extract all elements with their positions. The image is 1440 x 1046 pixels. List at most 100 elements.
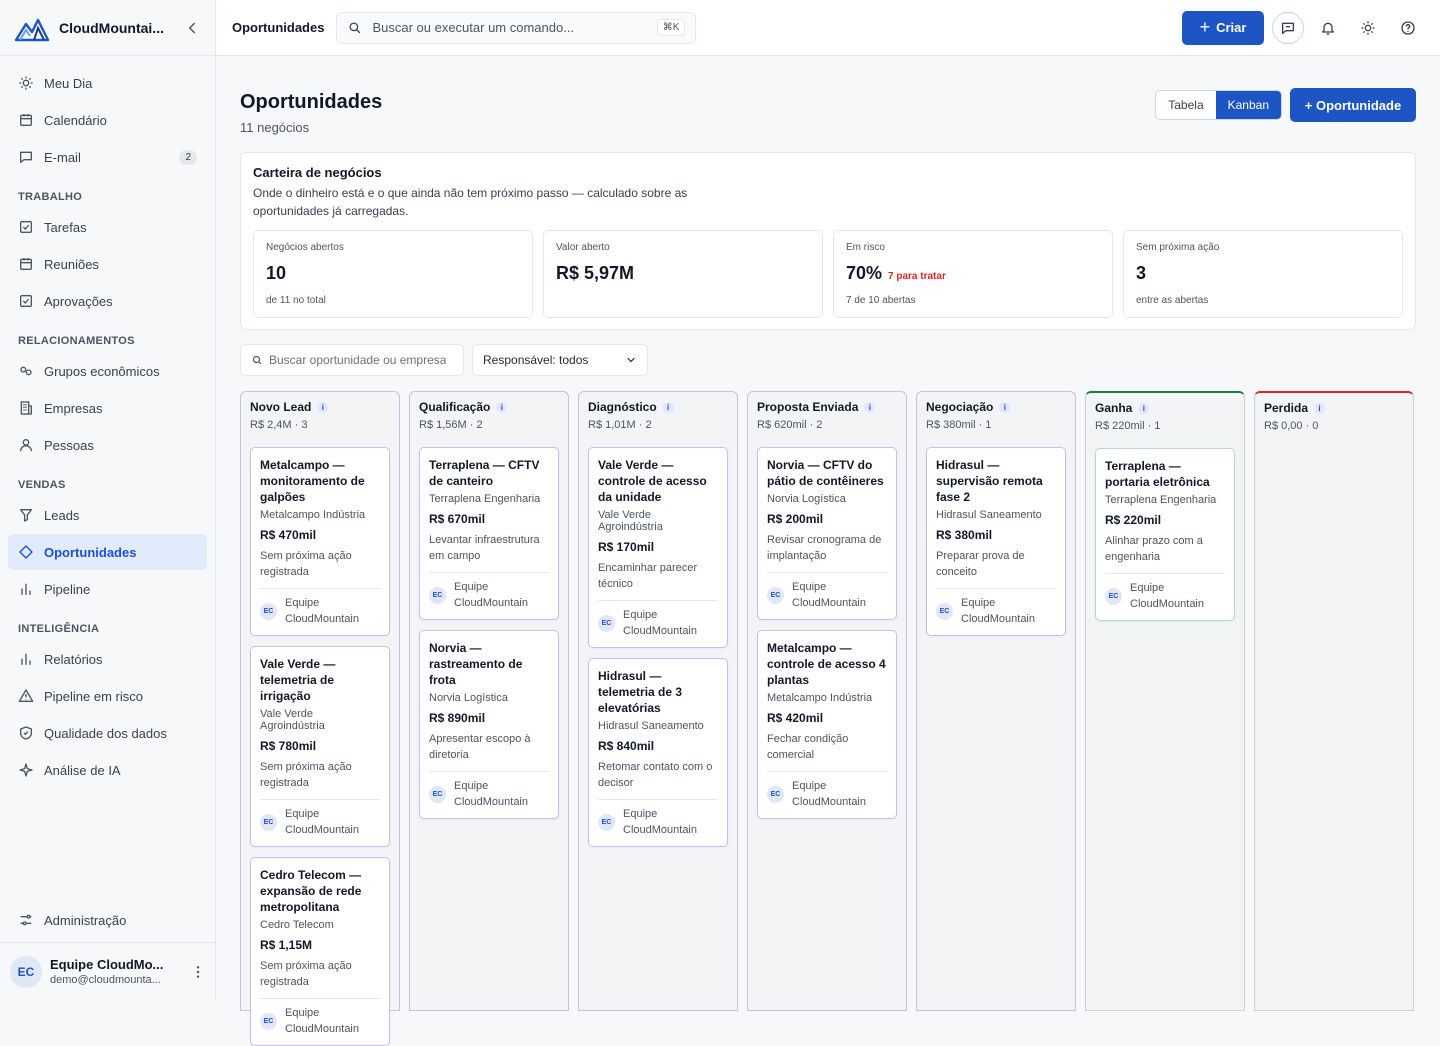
portfolio-title: Carteira de negócios — [253, 165, 382, 180]
search-icon — [252, 355, 262, 365]
sidebar-item-label: Leads — [44, 507, 80, 523]
sidebar-item-label: Pessoas — [44, 437, 94, 453]
opportunity-card[interactable]: Hidrasul — telemetria de 3 elevatórias Hi… — [588, 658, 728, 847]
info-icon[interactable]: i — [662, 401, 674, 413]
help-button[interactable] — [1392, 12, 1424, 44]
help-icon — [1401, 20, 1415, 35]
card-title: Metalcampo — monitoramento de galpões — [260, 458, 365, 504]
owner-name: Equipe CloudMountain — [623, 808, 697, 836]
opportunity-card[interactable]: Hidrasul — supervisão remota fase 2 Hidra… — [926, 447, 1066, 636]
card-title: Norvia — rastreamento de frota — [429, 641, 523, 687]
topbar-title: Oportunidades — [232, 20, 325, 35]
owner-name: Equipe CloudMountain — [961, 597, 1035, 625]
avatar: EC — [767, 785, 784, 803]
sidebar-item-label: Grupos econômicos — [44, 363, 160, 379]
info-icon[interactable]: i — [1138, 402, 1150, 414]
sidebar-item-analise-de-ia[interactable]: Análise de IA — [8, 752, 207, 788]
column-header: Perdida i — [1264, 401, 1404, 415]
opportunity-card[interactable]: Metalcampo — monitoramento de galpões Met… — [250, 447, 390, 636]
card-value: R$ 470mil — [260, 528, 317, 542]
sidebar-item-pessoas[interactable]: Pessoas — [8, 427, 207, 463]
sidebar-nav: Meu Dia Calendário E-mail 2 TRABALHO Tarefas R… — [0, 56, 215, 788]
sidebar-item-label: Qualidade dos dados — [44, 725, 167, 741]
opportunity-card[interactable]: Metalcampo — controle de acesso 4 planta… — [757, 630, 897, 819]
more-vertical-icon[interactable] — [190, 964, 206, 980]
sidebar-item-administracao[interactable]: Administração — [8, 902, 208, 938]
card-value: R$ 170mil — [598, 540, 655, 554]
info-icon[interactable]: i — [317, 401, 329, 413]
view-kanban-button[interactable]: Kanban — [1215, 91, 1281, 119]
avatar: EC — [598, 614, 615, 632]
column-title: Negociação — [926, 400, 994, 414]
opportunity-card[interactable]: Terraplena — portaria eletrônica Terraple… — [1095, 448, 1235, 621]
portfolio-summary: Carteira de negócios Onde o dinheiro est… — [240, 152, 1416, 330]
sidebar-item-empresas[interactable]: Empresas — [8, 390, 207, 426]
owner-select-value: Responsável: todos — [483, 353, 589, 367]
sidebar-item-grupos-economicos[interactable]: Grupos econômicos — [8, 353, 207, 389]
create-button[interactable]: + Criar — [1182, 10, 1264, 45]
avatar: EC — [598, 813, 615, 831]
mountain-logo-icon[interactable] — [14, 12, 50, 44]
message-icon — [20, 151, 32, 163]
chevron-left-icon[interactable] — [183, 19, 201, 37]
info-icon[interactable]: i — [999, 401, 1011, 413]
card-value: R$ 780mil — [260, 739, 317, 753]
sidebar-item-tarefas[interactable]: Tarefas — [8, 209, 207, 245]
theme-toggle-button[interactable] — [1352, 12, 1384, 44]
kanban-column-perdida: Perdida i R$ 0,00 · 0 — [1254, 391, 1414, 1011]
column-title: Novo Lead — [250, 400, 312, 414]
opportunity-card[interactable]: Vale Verde — controle de acesso da unida… — [588, 447, 728, 648]
sidebar-item-qualidade-dos-dados[interactable]: Qualidade dos dados — [8, 715, 207, 751]
opportunity-card[interactable]: Vale Verde — telemetria de irrigação Vale… — [250, 646, 390, 847]
owner-name: Equipe CloudMountain — [285, 1007, 359, 1035]
card-value: R$ 1,15M — [260, 938, 313, 952]
card-value: R$ 890mil — [429, 711, 486, 725]
kpi-hint: de 11 no total — [266, 295, 326, 306]
opportunity-card[interactable]: Cedro Telecom — expansão de rede metropo… — [250, 857, 390, 1046]
avatar: EC — [260, 813, 277, 831]
sidebar-item-pipeline[interactable]: Pipeline — [8, 571, 207, 607]
card-title: Norvia — CFTV do pátio de contêineres — [767, 458, 884, 488]
info-icon[interactable]: i — [1314, 402, 1326, 414]
sidebar-item-aprovacoes[interactable]: Aprovações — [8, 283, 207, 319]
kpi-alert: 7 para tratar — [888, 271, 946, 282]
section-title: TRABALHO — [18, 191, 83, 203]
card-title: Hidrasul — supervisão remota fase 2 — [936, 458, 1043, 504]
notifications-button[interactable] — [1312, 12, 1344, 44]
opportunity-search-input[interactable]: Buscar oportunidade ou empresa — [240, 344, 464, 376]
sidebar-item-relatorios[interactable]: Relatórios — [8, 641, 207, 677]
search-placeholder: Buscar oportunidade ou empresa — [269, 353, 447, 367]
sidebar-item-reunioes[interactable]: Reuniões — [8, 246, 207, 282]
sidebar-item-e-mail[interactable]: E-mail 2 — [8, 139, 207, 175]
info-icon[interactable]: i — [496, 401, 508, 413]
card-company: Metalcampo Indústria — [767, 692, 873, 704]
card-next-action: Sem próxima ação registrada — [260, 960, 352, 988]
sidebar-item-oportunidades[interactable]: Oportunidades — [8, 534, 207, 570]
kanban-column-ganha: Ganha i R$ 220mil · 1 Terraplena — portaria… — [1085, 391, 1245, 1011]
owner-select[interactable]: Responsável: todos — [472, 344, 648, 376]
info-icon[interactable]: i — [864, 401, 876, 413]
app-name: CloudMountai... — [59, 19, 164, 36]
card-owner: EC Equipe CloudMountain — [260, 998, 380, 1037]
opportunity-card[interactable]: Terraplena — CFTV de canteiro Terraplena … — [419, 447, 559, 620]
sidebar-item-meu-dia[interactable]: Meu Dia — [8, 65, 207, 101]
bar-chart-icon — [21, 653, 31, 665]
sidebar-item-pipeline-em-risco[interactable]: Pipeline em risco — [8, 678, 207, 714]
opportunity-card[interactable]: Norvia — rastreamento de frota Norvia Log… — [419, 630, 559, 819]
user-profile[interactable]: EC Equipe CloudMo... demo@cloudmounta... — [0, 942, 216, 1000]
new-opportunity-button[interactable]: + Oportunidade — [1290, 88, 1416, 122]
sidebar-item-label: E-mail — [44, 149, 81, 165]
command-search-input[interactable]: Buscar ou executar um comando... ⌘K — [336, 11, 697, 44]
create-label: Criar — [1216, 20, 1247, 35]
sidebar-item-calendario[interactable]: Calendário — [8, 102, 207, 138]
page-header: Oportunidades 11 negócios Tabela Kanban … — [240, 56, 1416, 152]
owner-name: Equipe CloudMountain — [285, 597, 359, 625]
filter-icon — [20, 509, 32, 522]
card-next-action: Encaminhar parecer técnico — [598, 562, 698, 590]
sidebar-item-leads[interactable]: Leads — [8, 497, 207, 533]
feedback-button[interactable] — [1272, 11, 1304, 44]
kpi-value: 70% — [846, 263, 883, 283]
view-table-button[interactable]: Tabela — [1156, 91, 1216, 119]
opportunity-card[interactable]: Norvia — CFTV do pátio de contêineres Nor… — [757, 447, 897, 620]
card-next-action: Alinhar prazo com a engenharia — [1105, 535, 1203, 563]
